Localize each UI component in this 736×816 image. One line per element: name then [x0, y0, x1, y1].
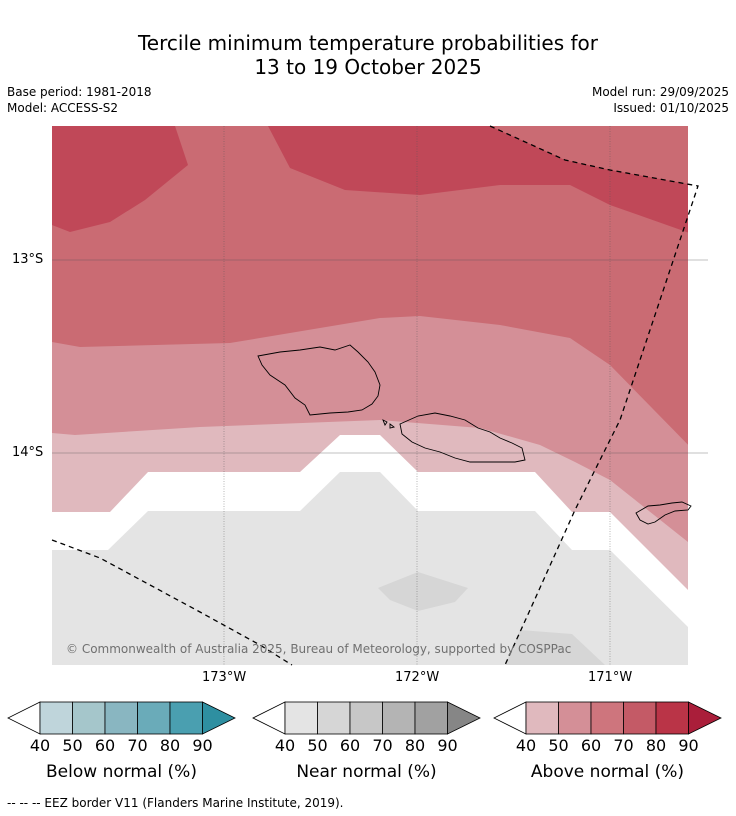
- issued-date: Issued: 01/10/2025: [613, 101, 729, 115]
- near-50-60-patch-center: [378, 572, 468, 611]
- colorbar-below-segment-3: [104, 701, 138, 735]
- lon-label-171w: 171°W: [588, 670, 633, 685]
- below-tick-60: 60: [94, 736, 116, 755]
- model-name: Model: ACCESS-S2: [7, 101, 119, 115]
- colorbar-near: [252, 701, 481, 735]
- colorbar-below-segment-5: [169, 701, 203, 735]
- island-savaii: [257, 344, 381, 416]
- graticule: [52, 126, 708, 665]
- title-line-2: 13 to 19 October 2025: [254, 55, 482, 79]
- eez-border-southwest: [51, 539, 293, 666]
- colorbar-below-segment-2: [72, 701, 106, 735]
- above-tick-60: 60: [580, 736, 602, 755]
- colorbar-above-segment-1: [525, 701, 559, 735]
- title-line-1: Tercile minimum temperature probabilitie…: [137, 31, 599, 55]
- colorbar-below: [7, 701, 236, 735]
- below-tick-90: 90: [192, 736, 213, 755]
- colorbar-above-max-arrow: [688, 701, 722, 735]
- colorbar-near-segment-3: [349, 701, 383, 735]
- colorbar-above-title: Above normal (%): [530, 762, 685, 782]
- near-40-50-region: [52, 472, 688, 665]
- near-50-60-patch-south: [505, 630, 605, 665]
- above-tick-70: 70: [613, 736, 634, 755]
- above-tick-90: 90: [678, 736, 699, 755]
- colorbar-near-max-arrow: [447, 701, 481, 735]
- colorbar-near-segment-5: [414, 701, 448, 735]
- colorbar-above-segment-3: [590, 701, 624, 735]
- island-tutuila: [635, 501, 692, 525]
- islet-apolima: [382, 419, 388, 426]
- near-tick-40: 40: [274, 736, 296, 755]
- above-tick-80: 80: [645, 736, 667, 755]
- below-tick-70: 70: [127, 736, 148, 755]
- map-title: Tercile minimum temperature probabilitie…: [0, 31, 736, 79]
- colorbar-below-min-arrow: [7, 701, 41, 735]
- above-70-80-region-west: [52, 126, 188, 232]
- near-tick-90: 90: [437, 736, 458, 755]
- colorbar-near-title: Near normal (%): [296, 762, 437, 782]
- lon-label-172w: 172°W: [395, 670, 440, 685]
- model-run: Model run: 29/09/2025: [591, 85, 729, 99]
- eez-footnote: -- -- -- EEZ border V11 (Flanders Marine…: [7, 796, 344, 810]
- meta-right: Model run: 29/09/2025 Issued: 01/10/2025: [592, 84, 729, 116]
- islet-manono: [389, 423, 396, 429]
- near-tick-60: 60: [339, 736, 361, 755]
- colorbar-below-segment-4: [137, 701, 171, 735]
- meta-left: Base period: 1981-2018 Model: ACCESS-S2: [7, 84, 152, 116]
- below-tick-80: 80: [159, 736, 181, 755]
- lat-label-14s: 14°S: [12, 445, 44, 460]
- colorbar-below-max-arrow: [202, 701, 236, 735]
- colorbar-above-segment-5: [655, 701, 689, 735]
- lon-label-173w: 173°W: [202, 670, 247, 685]
- eez-border-east: [489, 125, 699, 666]
- above-70-80-region-north: [268, 126, 688, 233]
- probability-shading: [52, 126, 688, 665]
- below-tick-50: 50: [62, 736, 83, 755]
- colorbar-near-segment-4: [382, 701, 416, 735]
- colorbar-above-segment-4: [623, 701, 657, 735]
- colorbar-above-segment-2: [558, 701, 592, 735]
- eez-border: [51, 125, 699, 666]
- colorbar-above: [493, 701, 722, 735]
- base-period: Base period: 1981-2018: [7, 85, 152, 99]
- colorbar-near-segment-2: [317, 701, 351, 735]
- above-tick-40: 40: [515, 736, 537, 755]
- below-tick-40: 40: [29, 736, 51, 755]
- near-tick-50: 50: [307, 736, 328, 755]
- lat-label-13s: 13°S: [12, 252, 44, 267]
- island-upolu: [399, 412, 526, 463]
- colorbar-above-min-arrow: [493, 701, 527, 735]
- near-tick-70: 70: [372, 736, 393, 755]
- colorbar-below-segment-1: [39, 701, 73, 735]
- colorbar-near-min-arrow: [252, 701, 286, 735]
- colorbar-below-title: Below normal (%): [46, 762, 197, 782]
- copyright-notice: © Commonwealth of Australia 2025, Bureau…: [66, 642, 572, 656]
- colorbar-near-segment-1: [284, 701, 318, 735]
- near-tick-80: 80: [404, 736, 426, 755]
- above-tick-50: 50: [548, 736, 569, 755]
- islands: [257, 344, 692, 525]
